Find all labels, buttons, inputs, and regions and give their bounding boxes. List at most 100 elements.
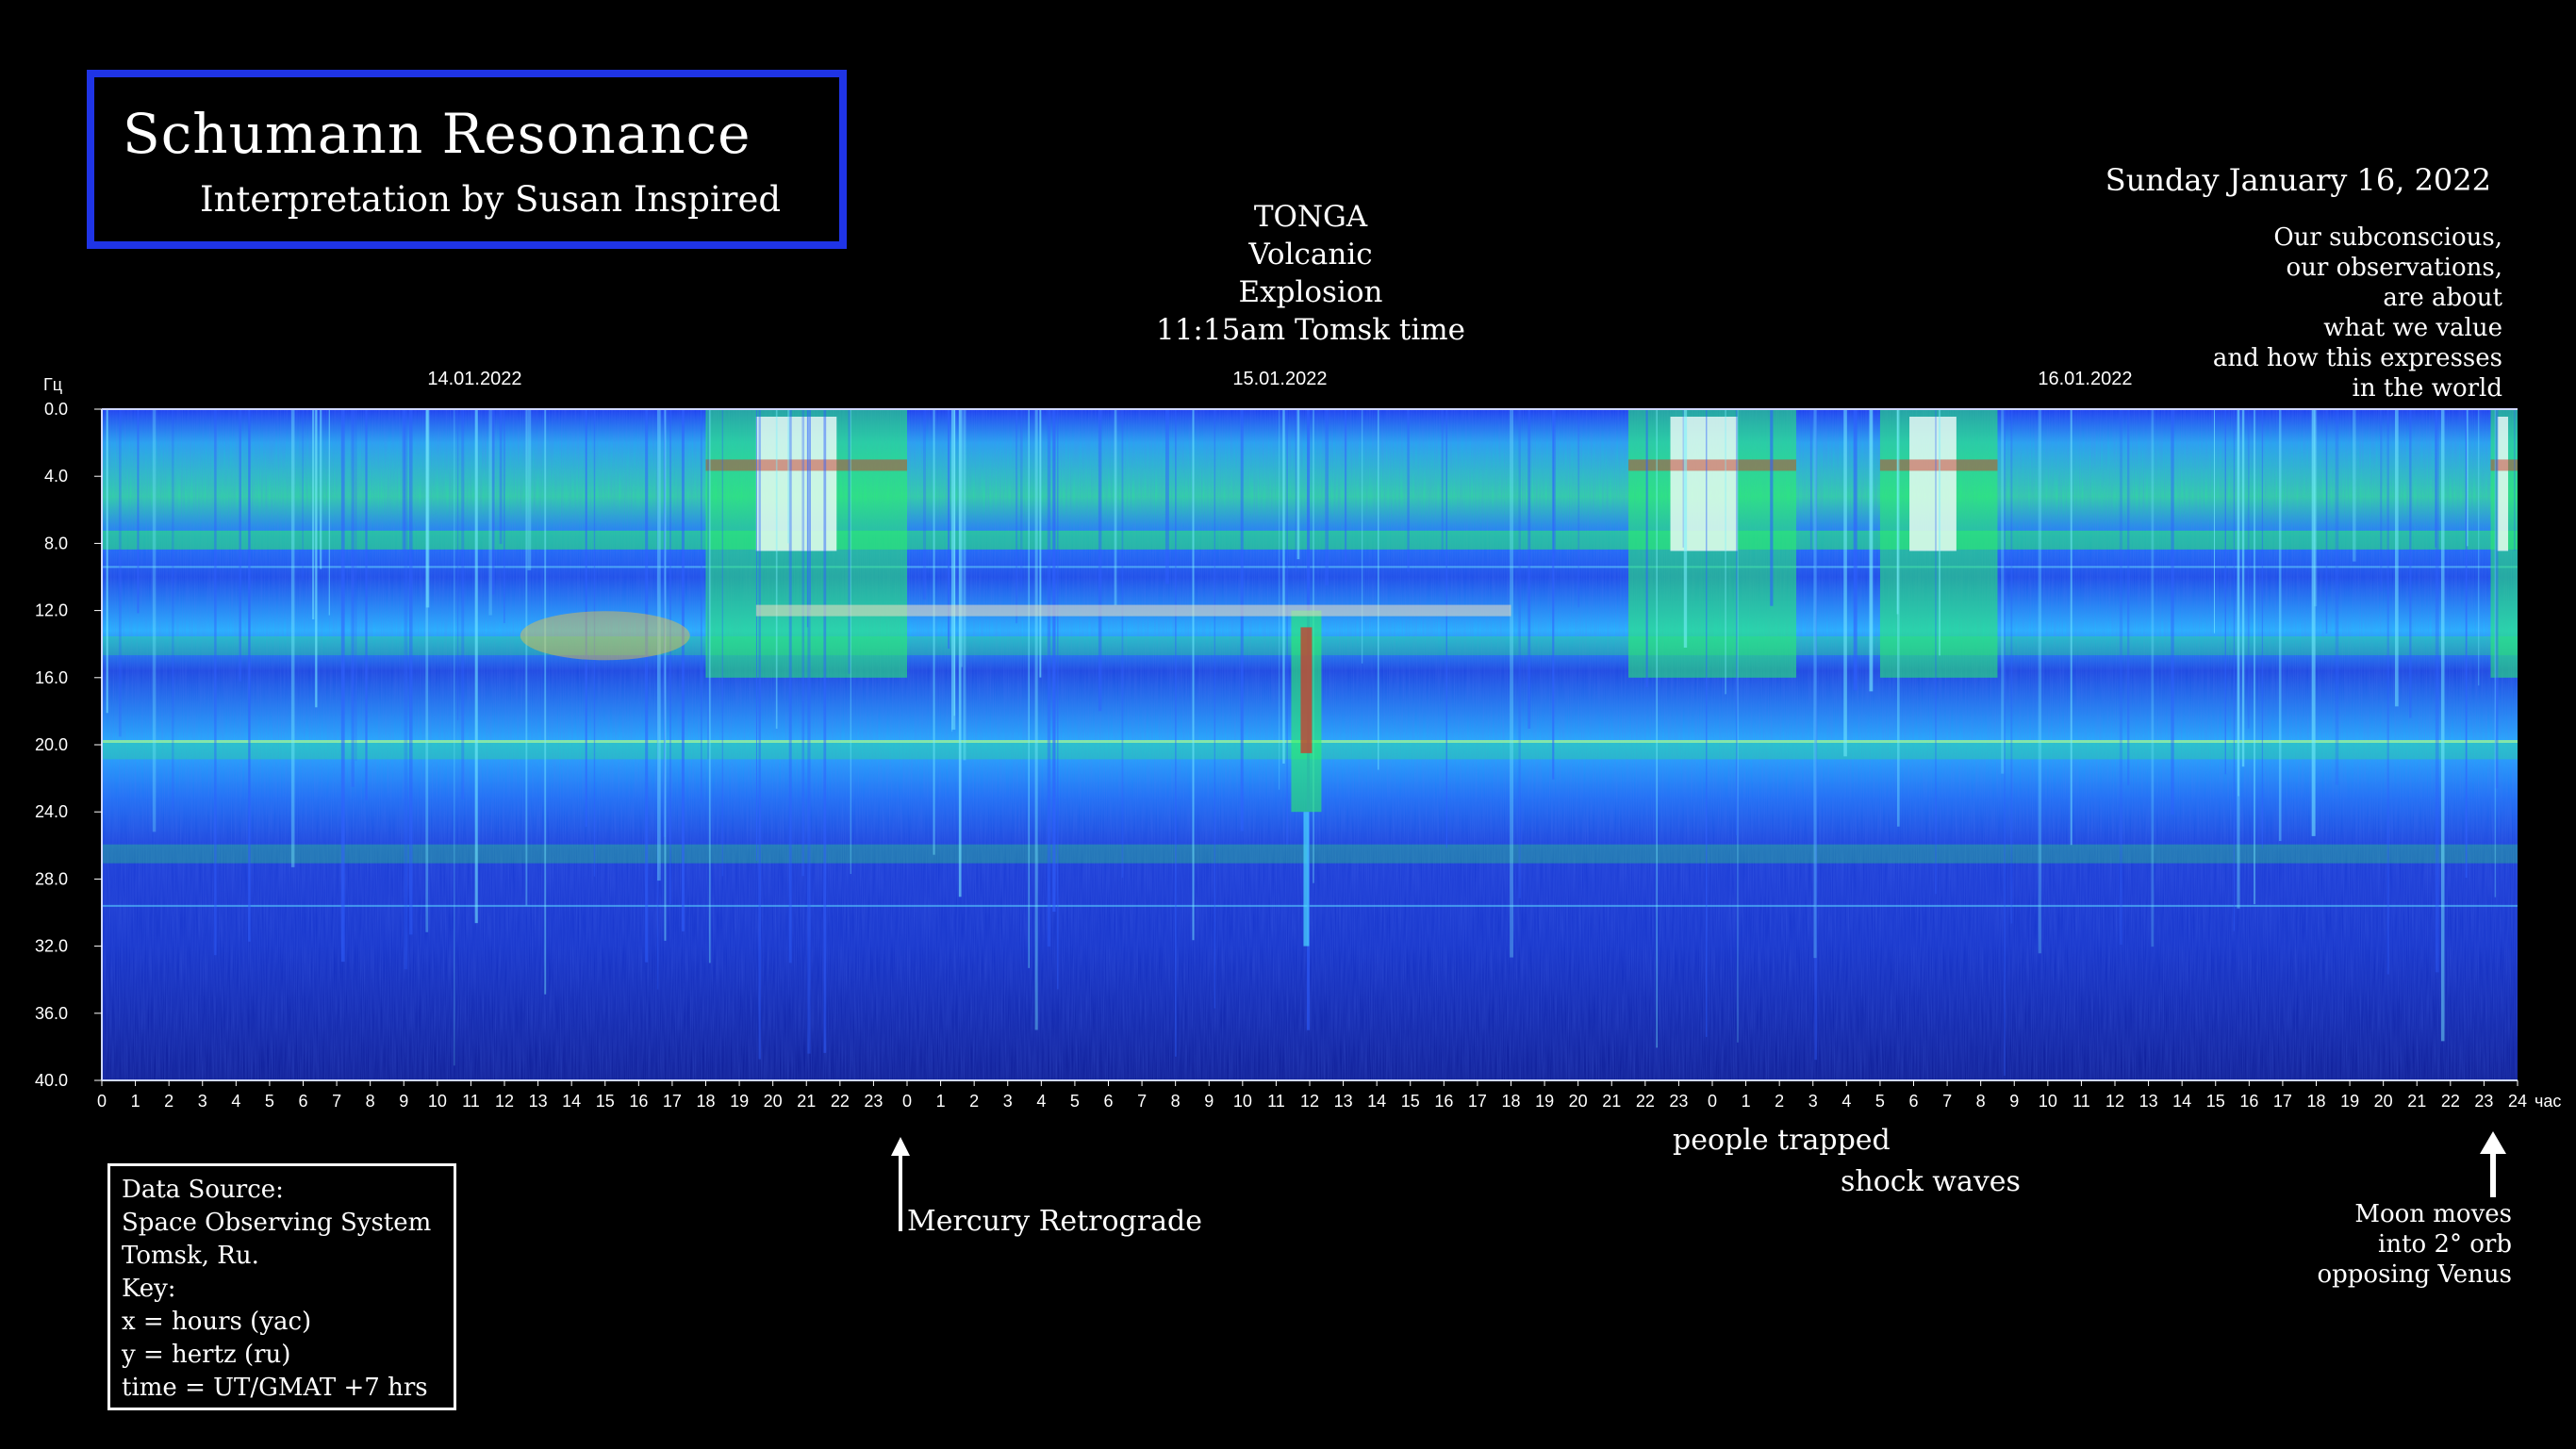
date-tick-label: 14.01.2022	[427, 369, 521, 389]
x-tick-label: 0	[1708, 1092, 1717, 1111]
noise-streak	[2467, 409, 2469, 547]
x-tick-label: 14	[2172, 1092, 2191, 1111]
x-tick-label: 9	[1204, 1092, 1214, 1111]
noise-streak	[2335, 409, 2339, 785]
noise-streak	[775, 409, 778, 729]
noise-streak	[1345, 409, 1347, 563]
noise-streak	[488, 409, 492, 616]
noise-streak	[933, 409, 935, 855]
y-tick-label: 28.0	[35, 869, 68, 888]
noise-streak	[963, 409, 966, 761]
noise-streak	[2353, 409, 2356, 562]
noise-streak	[2440, 409, 2445, 1042]
noise-streak	[1016, 409, 1018, 624]
noise-streak	[1843, 409, 1847, 757]
page-subtitle: Interpretation by Susan Inspired	[200, 179, 782, 220]
noise-streak	[2409, 409, 2412, 718]
x-tick-label: 22	[1636, 1092, 1655, 1111]
y-axis: Гц 0.0 4.0 8.0 12.0 16.0 20.0 24.0 28.0 32.0 36.0 4…	[35, 375, 102, 1090]
legend-line: Data Source:	[122, 1176, 284, 1204]
people-trapped-label: people trapped	[1673, 1124, 1891, 1157]
y-tick-label: 36.0	[35, 1004, 68, 1023]
legend-line: x = hours (yac)	[122, 1308, 312, 1336]
x-tick-label: 1	[131, 1092, 140, 1111]
noise-streak	[1809, 409, 1812, 552]
date-label: Sunday January 16, 2022	[2105, 162, 2491, 198]
noise-streak	[1057, 409, 1059, 990]
x-tick-label: 9	[399, 1092, 408, 1111]
noise-streak	[1737, 409, 1739, 1043]
y-tick-label: 4.0	[44, 467, 68, 486]
x-tick-label: 2	[1775, 1092, 1784, 1111]
noise-streak	[1214, 409, 1215, 1009]
note-line: in the world	[2352, 374, 2502, 403]
noise-streak	[2127, 409, 2130, 786]
noise-streak	[948, 409, 950, 650]
y-tick-label: 0.0	[44, 400, 68, 419]
x-tick-label: 12	[495, 1092, 514, 1111]
noise-streak	[106, 409, 108, 714]
noise-streak	[404, 409, 408, 970]
noise-streak	[2465, 409, 2468, 879]
noise-streak	[1683, 409, 1688, 648]
noise-streak	[2151, 409, 2155, 947]
noise-streak	[2038, 409, 2042, 954]
activity-streak	[705, 459, 907, 471]
noise-streak	[425, 409, 430, 608]
noise-streak	[788, 409, 792, 963]
x-tick-label: 23	[1669, 1092, 1688, 1111]
noise-streak	[2224, 409, 2226, 775]
noise-streak	[2237, 409, 2240, 909]
x-tick-label: 9	[2009, 1092, 2019, 1111]
x-tick-label: 17	[1468, 1092, 1487, 1111]
noise-streak	[721, 409, 724, 877]
note-line: Our subconscious,	[2273, 223, 2502, 252]
x-tick-label: 22	[831, 1092, 850, 1111]
noise-streak	[1552, 409, 1555, 780]
noise-streak	[664, 409, 667, 941]
x-tick-label: 10	[2039, 1092, 2057, 1111]
moon-arrow-icon	[2480, 1131, 2506, 1197]
noise-streak	[365, 409, 368, 800]
noise-streak	[1175, 409, 1177, 1057]
date-tick-label: 16.01.2022	[2038, 369, 2132, 389]
moon-annotation: Moon moves into 2° orb opposing Venus	[2317, 1199, 2512, 1290]
x-tick-label: 20	[764, 1092, 783, 1111]
noise-streak	[823, 409, 827, 1053]
noise-streak	[1814, 409, 1818, 1061]
noise-streak	[1682, 409, 1684, 548]
noise-streak	[1325, 409, 1329, 586]
noise-streak	[2233, 409, 2235, 931]
moon-line: into 2° orb	[2378, 1230, 2512, 1259]
noise-streak	[328, 409, 330, 616]
x-tick-label: 20	[1569, 1092, 1588, 1111]
x-tick-label: 12	[1300, 1092, 1319, 1111]
x-tick-label: 23	[2474, 1092, 2493, 1111]
noise-streak	[656, 409, 659, 990]
noise-streak	[755, 409, 757, 862]
noise-streak	[1034, 409, 1038, 1030]
noise-streak	[312, 409, 315, 620]
noise-streak	[2435, 409, 2437, 548]
noise-streak	[2070, 409, 2072, 846]
x-tick-label: 4	[1036, 1092, 1046, 1111]
activity-streak	[1879, 459, 1998, 471]
noise-streak	[2325, 409, 2328, 634]
x-tick-label: 21	[797, 1092, 816, 1111]
noise-streak	[214, 409, 217, 956]
x-tick-label: 7	[1942, 1092, 1952, 1111]
noise-streak	[1121, 409, 1124, 878]
glow-14hz	[520, 611, 690, 661]
noise-streak	[1725, 409, 1726, 695]
noise-streak	[1897, 409, 1900, 827]
noise-streak	[593, 409, 596, 877]
x-tick-label: 21	[2407, 1092, 2426, 1111]
noise-streak	[1378, 409, 1379, 770]
x-tick-label: 12	[2105, 1092, 2124, 1111]
noise-streak	[848, 409, 850, 674]
noise-streak	[953, 409, 955, 716]
hot-streak-12hz	[755, 604, 1511, 617]
x-tick-label: 11	[1267, 1092, 1285, 1111]
plot-area	[101, 408, 2518, 1081]
noise-streak	[320, 409, 322, 569]
